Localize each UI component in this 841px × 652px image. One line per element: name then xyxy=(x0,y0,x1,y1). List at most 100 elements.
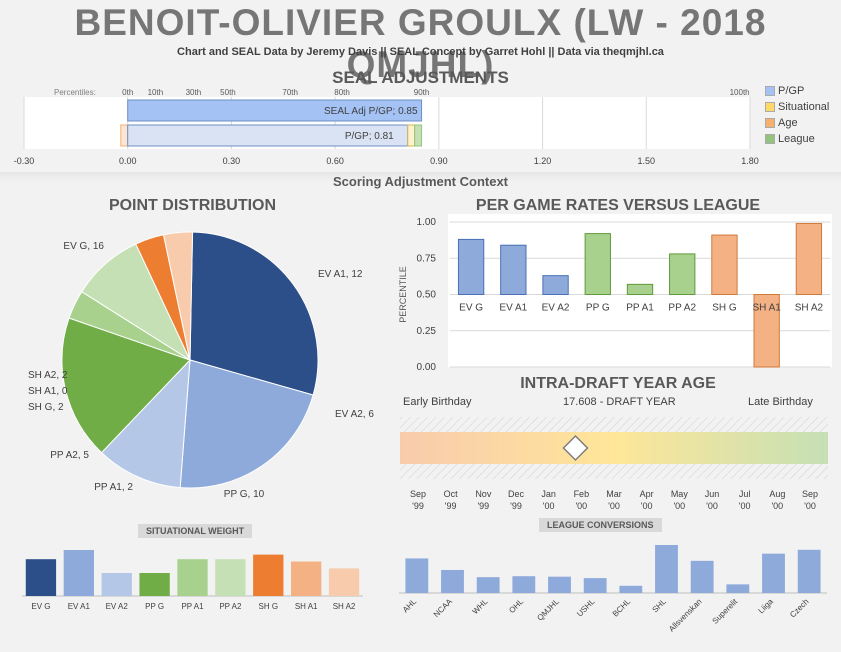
lc-bar xyxy=(726,584,750,593)
age-year-label: '99 xyxy=(445,501,457,511)
rates-y-tick: 0.25 xyxy=(417,326,437,337)
page-title: BENOIT-OLIVIER GROULX (LW - 2018 QMJHL) xyxy=(74,2,767,85)
age-year-label: '00 xyxy=(706,501,718,511)
age-year-label: '00 xyxy=(608,501,620,511)
legend-label: League xyxy=(778,133,815,145)
rates-bar xyxy=(457,238,485,295)
seal-chart: -0.30 0.00 0.30 0.60 0.90 1.20 1.50 1.80 0th 10th… xyxy=(14,88,759,166)
rates-x-label: EV A1 xyxy=(499,303,527,314)
rates-x-label: SH A1 xyxy=(752,303,781,314)
lc-bar xyxy=(797,549,821,593)
rates-x-label: EV A2 xyxy=(542,303,570,314)
legend-label: Age xyxy=(778,117,798,129)
seal-percentile-tick: 50th xyxy=(220,88,236,97)
lc-x-label: SHL xyxy=(651,597,669,615)
seal-percentile-tick: 0th xyxy=(122,88,133,97)
seal-title: SEAL ADJUSTMENTS xyxy=(332,68,509,87)
age-month-label: Oct xyxy=(444,489,459,499)
rates-x-label: SH A2 xyxy=(795,303,824,314)
age-year-label: '00 xyxy=(739,501,751,511)
lc-x-label: OHL xyxy=(507,597,525,615)
lc-x-label: WHL xyxy=(471,597,490,616)
age-year-label: '99 xyxy=(412,501,424,511)
lc-bar xyxy=(441,569,464,593)
age-year-label: '00 xyxy=(804,501,816,511)
lc-bar xyxy=(476,577,500,593)
sw-bar xyxy=(328,568,360,596)
sw-x-label: EV A2 xyxy=(106,602,129,611)
sw-x-label: PP A1 xyxy=(181,602,204,611)
pie-label: SH G, 2 xyxy=(28,402,64,413)
age-month-label: Apr xyxy=(640,489,654,499)
age-marker xyxy=(562,434,589,462)
seal-legend-item: P/GP xyxy=(765,85,804,97)
rates-bar xyxy=(795,222,823,296)
age-month-label: Jan xyxy=(541,489,556,499)
pie-slice xyxy=(100,358,191,489)
rates-bar xyxy=(626,283,654,295)
seal-x-tick: -0.30 xyxy=(14,156,35,166)
age-year-label: '99 xyxy=(510,501,522,511)
rates-y-tick: 0.00 xyxy=(417,362,437,373)
age-month-label: Jun xyxy=(705,489,720,499)
seal-league-bar xyxy=(414,124,423,147)
age-chart: Sep '99 Oct '99 Nov '99 Dec '99 Jan '00 Feb '00 Mar '… xyxy=(400,417,828,511)
situational-weight-chart: EV G EV A1 EV A2 PP G PP A1 PP A2 SH G SH A1 SH … xyxy=(22,550,363,611)
sw-x-label: SH G xyxy=(258,602,278,611)
scoring-context-title: Scoring Adjustment Context xyxy=(332,174,509,189)
sw-bar xyxy=(139,573,170,596)
pie-slice xyxy=(179,359,314,489)
point-distribution-pie: EV G, 16 EV A1, 12 EV A2, 6 PP G, 10 PP A1, … xyxy=(28,231,374,500)
pie-label: EV A2, 6 xyxy=(335,409,374,420)
age-month-label: May xyxy=(671,489,689,499)
seal-x-tick: 0.90 xyxy=(430,156,448,166)
seal-percentile-tick: 10th xyxy=(148,88,164,97)
seal-x-tick: 1.50 xyxy=(638,156,656,166)
lc-bar xyxy=(762,553,785,593)
age-month-label: Dec xyxy=(508,489,525,499)
seal-percentile-tick: 90th xyxy=(414,88,430,97)
sw-bar xyxy=(253,554,284,596)
seal-percentile-tick: 80th xyxy=(334,88,350,97)
sw-x-label: EV A1 xyxy=(68,602,91,611)
lc-bar xyxy=(690,560,714,593)
sw-x-label: PP A2 xyxy=(219,602,242,611)
sw-bar xyxy=(63,550,94,596)
legend-label: Situational xyxy=(778,101,830,113)
pie-label: PP A2, 5 xyxy=(50,450,89,461)
pie-title: POINT DISTRIBUTION xyxy=(108,197,277,214)
seal-percentile-tick: 100th xyxy=(730,88,750,97)
legend-label: P/GP xyxy=(778,85,805,97)
rates-x-label: SH G xyxy=(712,303,737,314)
rates-x-label: PP A2 xyxy=(668,303,696,314)
seal-pgp-label: P/GP; 0.81 xyxy=(345,131,394,142)
age-hatch-bottom xyxy=(400,464,828,479)
pie-label: PP G, 10 xyxy=(224,489,265,500)
sw-x-label: PP G xyxy=(145,602,164,611)
pie-slice xyxy=(61,317,191,454)
age-month-label: Nov xyxy=(475,489,492,499)
per-game-rates-chart: 0.00 0.25 0.50 0.75 1.00 PERCENTILE EV G EV A1 E… xyxy=(398,214,832,373)
legend-swatch xyxy=(765,86,775,97)
sw-bar xyxy=(25,559,57,596)
rates-bar xyxy=(711,234,738,295)
sw-x-label: SH A1 xyxy=(295,602,318,611)
sw-bar xyxy=(291,561,322,596)
age-year-label: '00 xyxy=(771,501,783,511)
age-hatch-top xyxy=(400,417,828,432)
seal-x-tick: 0.60 xyxy=(326,156,344,166)
pie-label: PP A1, 2 xyxy=(94,482,133,493)
pie-slice xyxy=(162,231,194,361)
lc-x-label: AHL xyxy=(401,597,419,615)
percentiles-label: Percentiles: xyxy=(54,88,96,97)
lc-x-label: NCAA xyxy=(432,597,455,620)
age-month-label: Jul xyxy=(739,489,751,499)
lc-bar xyxy=(583,578,607,593)
rates-y-tick: 1.00 xyxy=(417,217,437,228)
early-birthday-label: Early Birthday xyxy=(403,396,472,408)
seal-adj-bar xyxy=(127,99,423,122)
seal-legend-item: Situational xyxy=(765,101,829,113)
seal-legend-item: Age xyxy=(765,117,798,129)
rates-bar xyxy=(669,253,696,295)
rates-x-label: PP G xyxy=(586,303,610,314)
